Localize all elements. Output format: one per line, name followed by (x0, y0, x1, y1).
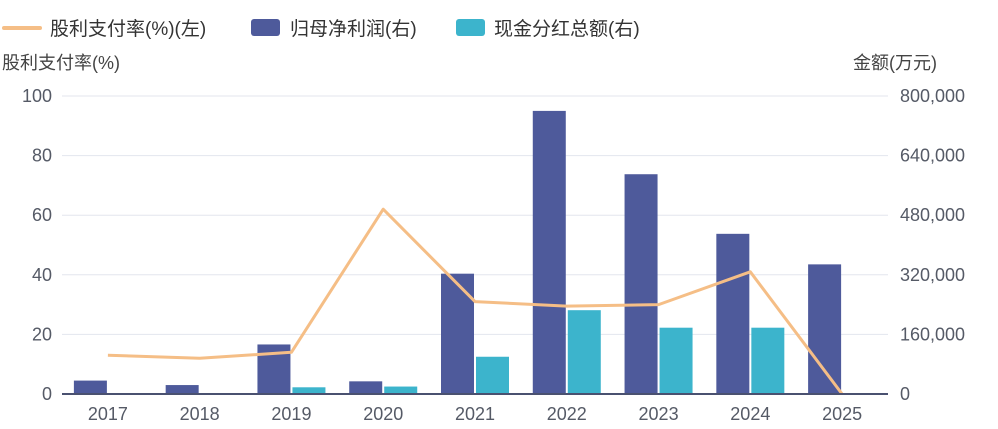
right-tick-label: 160,000 (900, 324, 965, 344)
dividend-bar (292, 387, 326, 394)
net-profit-bar (165, 385, 199, 394)
x-tick-label: 2017 (88, 404, 128, 424)
legend-label-net-profit: 归母净利润(右) (290, 18, 417, 40)
net-profit-bar (441, 273, 474, 394)
bars (73, 110, 842, 395)
legend-swatch-dividend (456, 19, 485, 36)
dividend-bar (567, 310, 601, 394)
right-axis-ticks: 0 160,000 320,000 480,000 640,000 800,000 (900, 86, 965, 404)
left-tick-label: 40 (32, 265, 52, 285)
left-axis-ticks: 0 20 40 60 80 100 (22, 86, 52, 404)
left-tick-label: 20 (32, 324, 52, 344)
right-tick-label: 640,000 (900, 146, 965, 166)
x-tick-label: 2021 (455, 404, 495, 424)
net-profit-bar (808, 264, 842, 394)
right-axis-title: 金额(万元) (853, 53, 937, 73)
dividend-bar (751, 327, 785, 394)
x-tick-label: 2018 (180, 404, 220, 424)
left-axis-title: 股利支付率(%) (2, 53, 120, 73)
x-tick-label: 2020 (363, 404, 403, 424)
dividend-bar (476, 356, 509, 394)
left-tick-label: 60 (32, 205, 52, 225)
left-tick-label: 0 (42, 384, 52, 404)
gridlines (62, 95, 888, 335)
x-tick-label: 2025 (822, 404, 862, 424)
legend-swatch-net-profit (251, 19, 280, 36)
net-profit-bar (73, 380, 107, 394)
net-profit-bar (349, 381, 383, 394)
right-tick-label: 0 (900, 384, 910, 404)
net-profit-bar (532, 110, 566, 395)
left-tick-label: 80 (32, 146, 52, 166)
dividend-bar (659, 327, 693, 394)
x-tick-label: 2022 (547, 404, 587, 424)
dividend-bar (384, 386, 418, 394)
net-profit-bar (716, 233, 750, 394)
x-tick-label: 2023 (639, 404, 679, 424)
right-tick-label: 480,000 (900, 205, 965, 225)
x-tick-label: 2024 (730, 404, 770, 424)
payout-line-layer (107, 207, 844, 395)
x-tick-label: 2019 (271, 404, 311, 424)
payout-ratio-line (107, 207, 844, 395)
legend: 股利支付率(%)(左) 归母净利润(右) 现金分红总额(右) (2, 18, 640, 40)
x-axis-ticks: 2017 2018 2019 2020 2021 2022 2023 2024 2025 (88, 404, 862, 424)
legend-label-dividend: 现金分红总额(右) (494, 18, 640, 40)
right-tick-label: 320,000 (900, 265, 965, 285)
net-profit-bar (624, 174, 658, 394)
right-tick-label: 800,000 (900, 86, 965, 106)
left-tick-label: 100 (22, 86, 52, 106)
legend-label-payout: 股利支付率(%)(左) (50, 18, 206, 40)
